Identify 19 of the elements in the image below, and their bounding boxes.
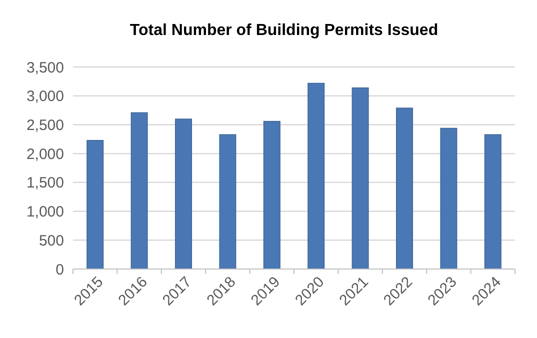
y-tick-label: 1,000 [26,204,64,221]
y-tick-label: 1,500 [26,174,64,192]
y-tick-label: 0 [56,261,64,278]
y-tick-label: 2,000 [26,146,64,163]
y-tick-label: 500 [38,232,64,250]
bar [86,140,104,270]
bar [308,82,325,270]
y-tick-label: 2,500 [26,116,64,134]
bar [484,134,502,270]
bar [130,112,148,270]
bar [175,118,192,270]
bar [263,120,280,270]
y-tick-label: 3,000 [26,88,64,106]
bar [440,128,458,270]
bar [352,87,369,270]
y-tick-label: 3,500 [26,59,64,76]
bar [219,134,236,270]
chart-title: Total Number of Building Permits Issued [130,22,438,39]
bar [396,108,413,270]
